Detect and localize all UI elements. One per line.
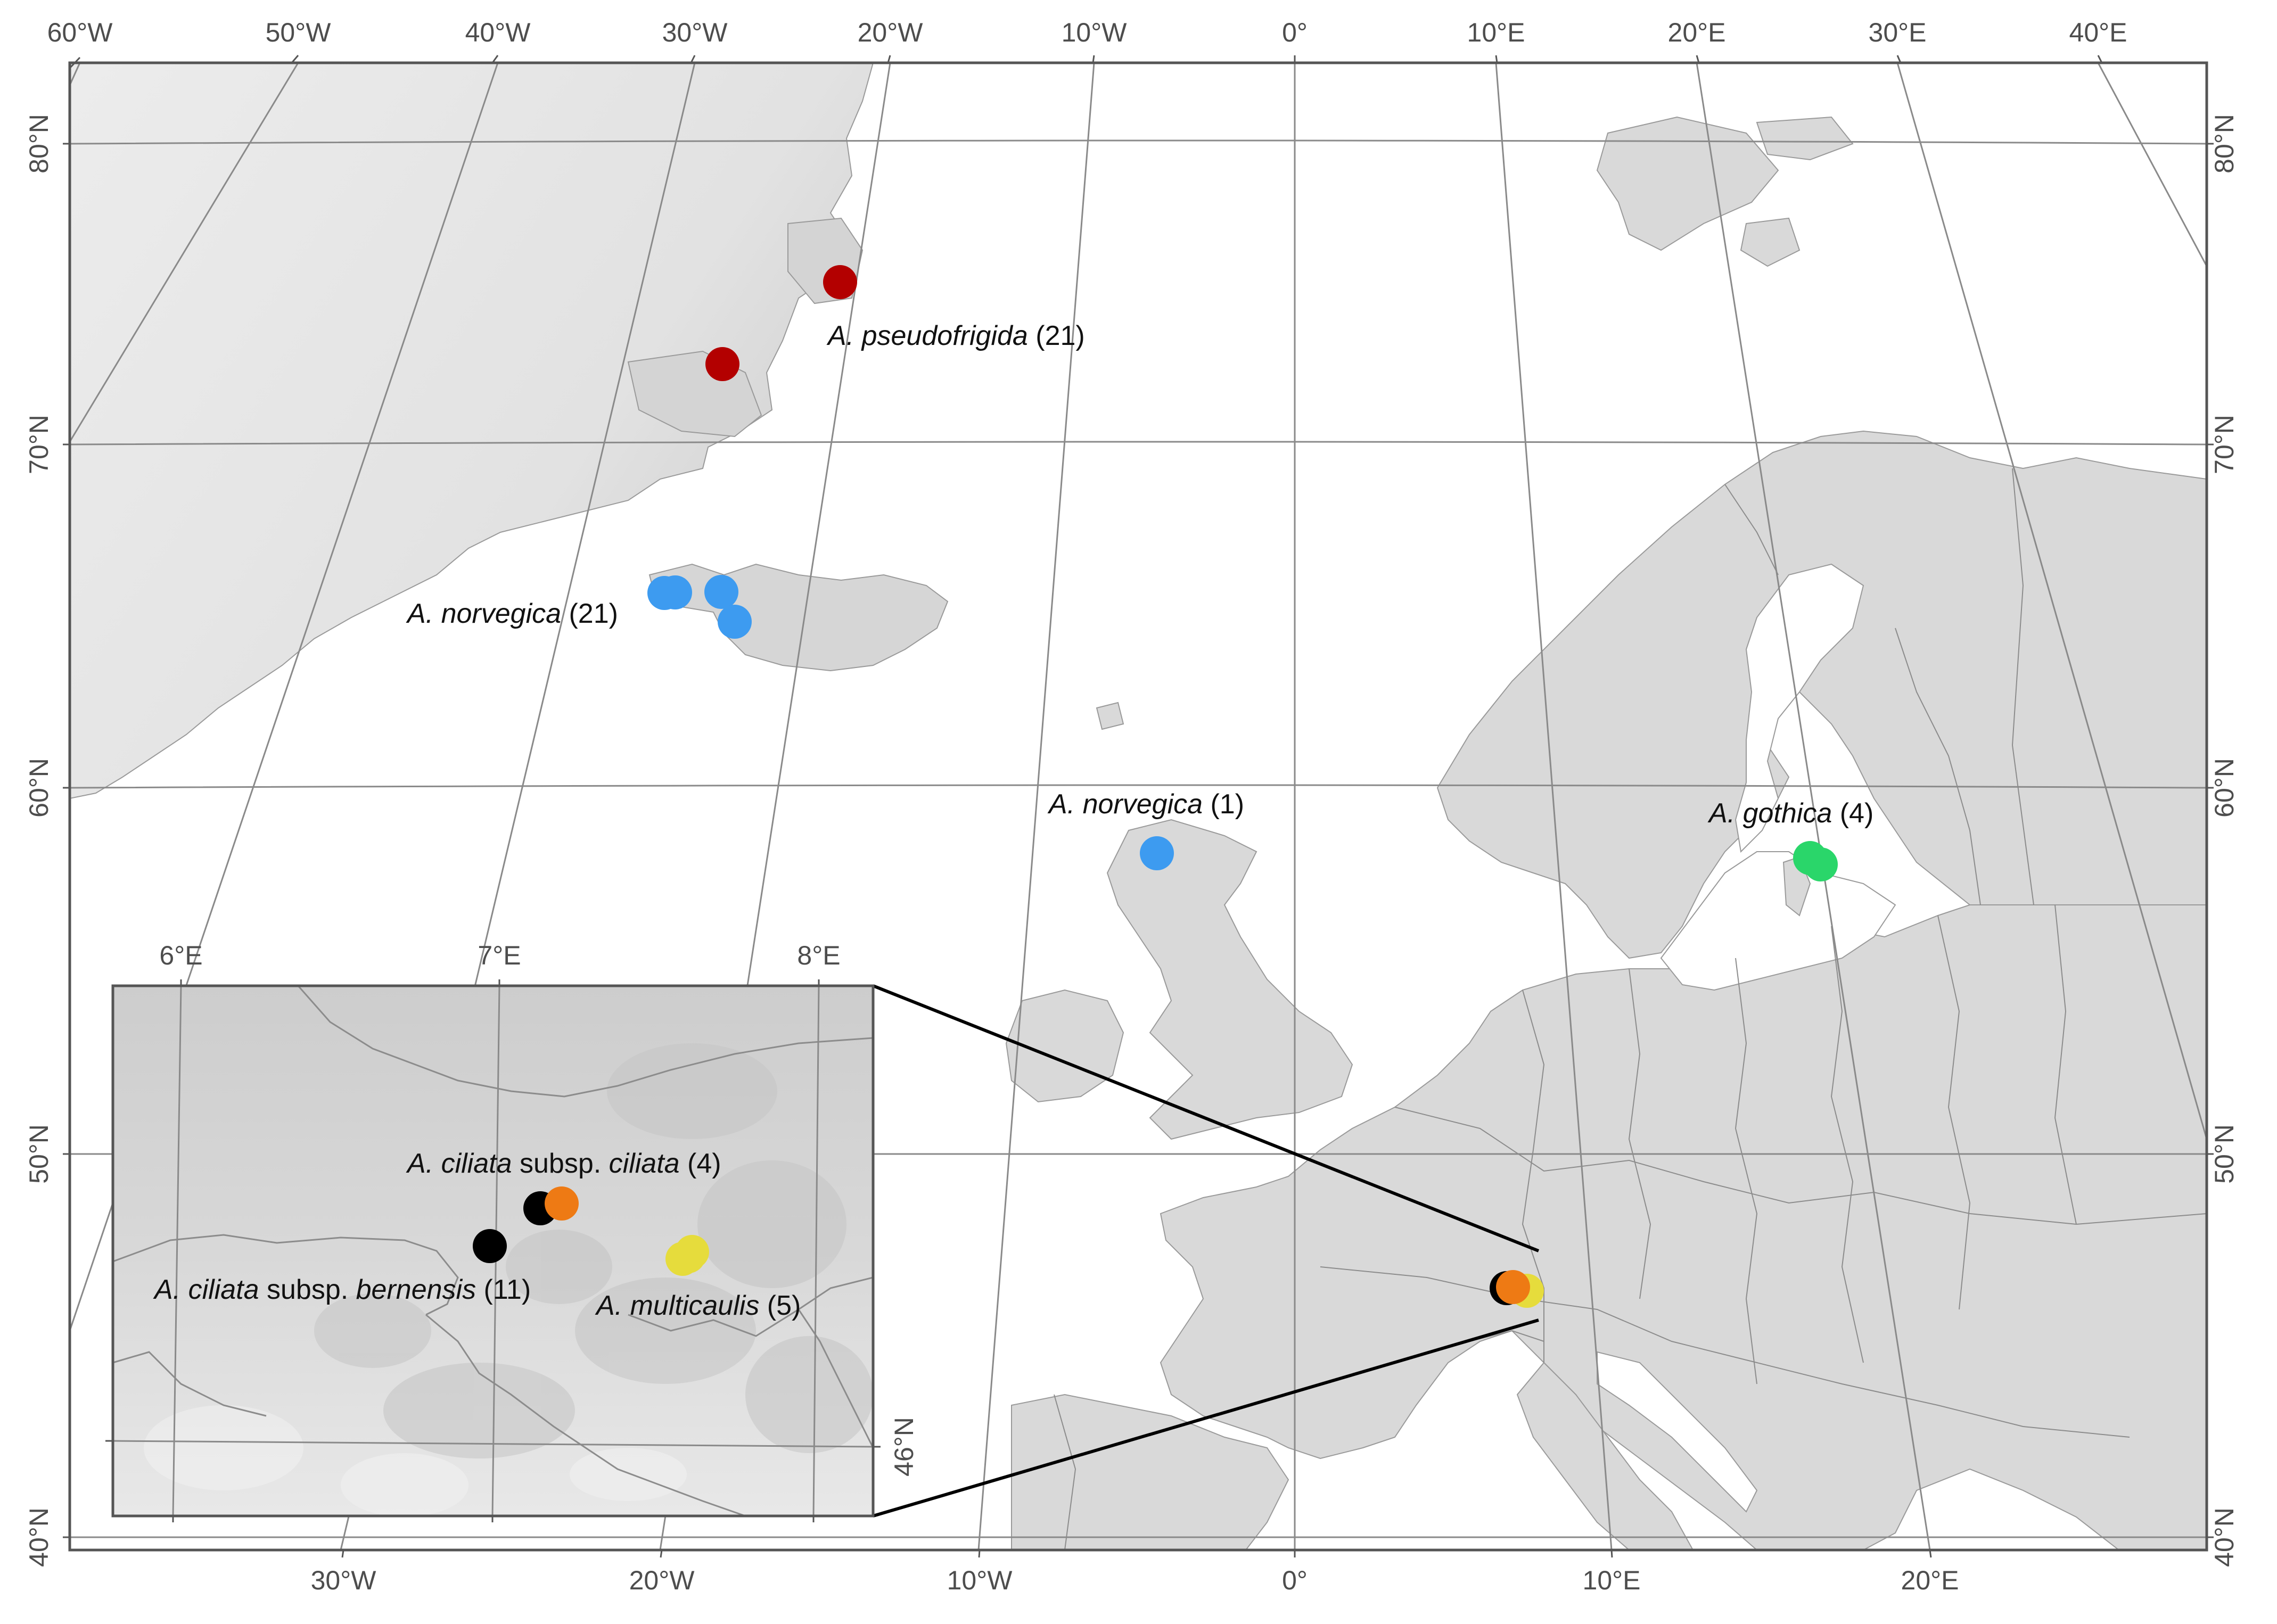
tick-right-40n: 40°N bbox=[2209, 1507, 2239, 1567]
tick-bottom-10e: 10°E bbox=[1583, 1565, 1641, 1595]
landmass-continental-europe bbox=[1160, 904, 2207, 1550]
inset-tick-8e: 8°E bbox=[797, 941, 840, 970]
tick-top-40e: 40°E bbox=[2069, 18, 2127, 47]
tick-top-20w: 20°W bbox=[858, 18, 924, 47]
inset-relief-light bbox=[144, 1405, 687, 1516]
tick-right-60n: 60°N bbox=[2209, 758, 2239, 818]
inset-map: A. ciliata subsp. ciliata (4) A. ciliata… bbox=[105, 941, 919, 1522]
water-gulf-of-bothnia bbox=[1735, 563, 1864, 853]
tick-bottom-10w: 10°W bbox=[947, 1565, 1013, 1595]
site-ciliata-overview[interactable] bbox=[1496, 1270, 1530, 1304]
tick-left-60n: 60°N bbox=[24, 758, 54, 818]
landmass-nordaustlandet bbox=[1756, 116, 1854, 161]
tick-top-30w: 30°W bbox=[662, 18, 728, 47]
tick-left-70n: 70°N bbox=[24, 415, 54, 474]
water-adriatic bbox=[1597, 1351, 1758, 1513]
label-multicaulis: A. multicaulis (5) bbox=[595, 1290, 801, 1321]
label-ciliata-bernensis: A. ciliata subsp. bernensis (11) bbox=[153, 1274, 531, 1305]
tick-top-0: 0° bbox=[1282, 18, 1308, 47]
inset-tick-46n: 46°N bbox=[889, 1417, 919, 1477]
inset-tick-6e: 6°E bbox=[159, 941, 202, 970]
tick-bottom-30w: 30°W bbox=[311, 1565, 377, 1595]
tick-bottom-0: 0° bbox=[1282, 1565, 1308, 1595]
tick-top-60w: 60°W bbox=[47, 18, 113, 47]
label-norvegica-scotland: A. norvegica (1) bbox=[1047, 789, 1244, 820]
inset-connectors bbox=[872, 984, 1540, 1518]
tick-left-80n: 80°N bbox=[24, 114, 54, 174]
landmass-great-britain bbox=[1106, 819, 1353, 1140]
inset-site-bernensis[interactable] bbox=[473, 1229, 507, 1263]
tick-left-40n: 40°N bbox=[24, 1507, 54, 1567]
left-axis: 80°N 70°N 60°N 50°N 40°N bbox=[24, 114, 70, 1567]
tick-right-80n: 80°N bbox=[2209, 114, 2239, 174]
landmass-iberia bbox=[1011, 1394, 1289, 1550]
tick-top-50w: 50°W bbox=[266, 18, 332, 47]
site-norvegica-iceland[interactable] bbox=[718, 605, 752, 639]
inset-site-multicaulis[interactable] bbox=[671, 1239, 705, 1273]
label-pseudofrigida: A. pseudofrigida (21) bbox=[826, 320, 1085, 351]
tick-left-50n: 50°N bbox=[24, 1124, 54, 1184]
inset-site-ciliata[interactable] bbox=[545, 1186, 579, 1221]
inset-relief bbox=[314, 1043, 873, 1458]
tick-top-10e: 10°E bbox=[1467, 18, 1525, 47]
site-norvegica-iceland[interactable] bbox=[704, 575, 738, 609]
label-ciliata-ciliata: A. ciliata subsp. ciliata (4) bbox=[406, 1148, 721, 1179]
graticule-meridians bbox=[70, 63, 2207, 1550]
main-frame bbox=[68, 61, 2208, 1552]
top-axis: 60°W 50°W 40°W 30°W 20°W 10°W 0° 10°E 20… bbox=[47, 18, 2127, 69]
sample-sites bbox=[647, 265, 1838, 1308]
landmass-edgeoya bbox=[1740, 217, 1801, 267]
inset-sites bbox=[473, 1186, 709, 1276]
site-pseudofrigida[interactable] bbox=[705, 347, 739, 381]
bottom-axis: 30°W 20°W 10°W 0° 10°E 20°E bbox=[311, 1549, 1959, 1595]
landmass-scandinavia bbox=[1436, 430, 2207, 959]
landmass-faroe bbox=[1096, 702, 1124, 730]
site-norvegica-scotland[interactable] bbox=[1140, 836, 1174, 870]
label-gothica: A. gothica (4) bbox=[1707, 798, 1873, 829]
site-norvegica-iceland[interactable] bbox=[658, 575, 692, 609]
landmass-svalbard bbox=[1596, 116, 1779, 251]
tick-top-20e: 20°E bbox=[1668, 18, 1726, 47]
site-pseudofrigida[interactable] bbox=[823, 265, 857, 299]
right-axis: 80°N 70°N 60°N 50°N 40°N bbox=[2207, 114, 2239, 1567]
site-gothica[interactable] bbox=[1804, 847, 1838, 881]
country-borders bbox=[1054, 468, 2207, 1550]
tick-bottom-20e: 20°E bbox=[1901, 1565, 1959, 1595]
tick-right-70n: 70°N bbox=[2209, 415, 2239, 474]
label-norvegica-iceland: A. norvegica (21) bbox=[406, 598, 618, 629]
tick-top-40w: 40°W bbox=[465, 18, 531, 47]
tick-top-10w: 10°W bbox=[1062, 18, 1128, 47]
tick-bottom-20w: 20°W bbox=[629, 1565, 695, 1595]
tick-right-50n: 50°N bbox=[2209, 1124, 2239, 1184]
inset-tick-7e: 7°E bbox=[478, 941, 521, 970]
tick-top-30e: 30°E bbox=[1869, 18, 1927, 47]
inset-borders bbox=[113, 986, 873, 1516]
